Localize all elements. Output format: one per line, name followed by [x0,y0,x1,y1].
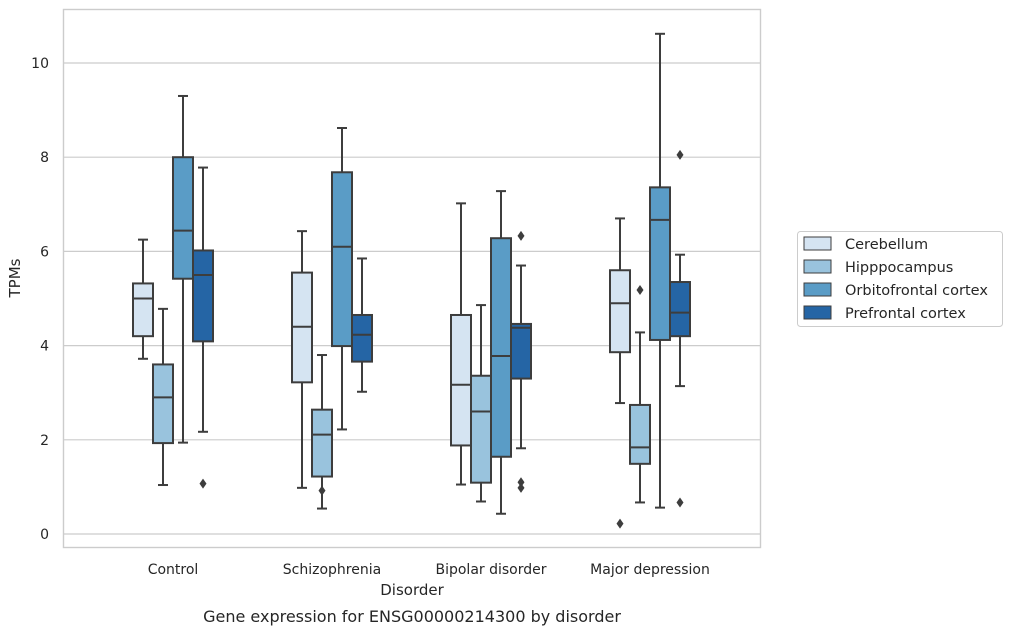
x-tick-label: Control [148,562,199,578]
box-2-3 [649,32,671,509]
box-2-0 [172,94,194,444]
box-0-2 [450,202,472,486]
outlier-point [517,477,525,488]
x-tick-label: Schizophrenia [283,562,381,578]
x-axis-label: Disorder [380,581,444,599]
box-iqr [470,374,492,484]
box-iqr [192,249,214,343]
box-0-0 [132,238,154,360]
x-tick-label: Major depression [590,562,710,578]
y-axis-label: TPMs [6,258,24,298]
legend-items: Cerebellum Hipppocampus Orbitofrontal cort… [803,236,988,322]
legend-label: Orbitofrontal cortex [845,283,988,299]
box-iqr [669,281,691,338]
y-tick-label: 2 [40,433,49,449]
box-3-0 [192,166,214,489]
box-1-1 [311,354,333,510]
legend-label: Hipppocampus [845,260,953,276]
x-tick-label: Bipolar disorder [435,562,546,578]
box-iqr [649,186,671,341]
legend-label: Prefrontal cortex [845,306,966,322]
outlier-point [616,518,624,529]
box-3-3 [669,149,691,508]
y-tick-labels: 0 2 4 6 8 10 [31,56,49,543]
box-iqr [629,403,651,465]
legend-swatch [803,259,832,274]
y-tick-label: 8 [40,150,49,166]
legend-swatch [803,305,832,320]
box-2-1 [331,126,353,431]
x-tick-labels: Control Schizophrenia Bipolar disorder Majo… [148,562,710,578]
legend-swatch [803,282,832,297]
y-tick-label: 10 [31,56,49,72]
chart-caption: Gene expression for ENSG00000214300 by d… [203,607,621,626]
legend: Cerebellum Hipppocampus Orbitofrontal cort… [797,231,1003,327]
outlier-point [517,230,525,241]
box-iqr [172,156,194,280]
box-0-1 [291,230,313,489]
box-3-2 [510,230,532,493]
box-3-1 [351,257,373,393]
box-iqr [609,269,631,354]
box-1-0 [152,307,174,487]
box-iqr [152,363,174,445]
box-iqr [311,408,333,478]
box-1-3 [629,285,651,504]
box-2-2 [490,190,512,515]
box-iqr [132,282,154,338]
outlier-point [676,497,684,508]
y-tick-label: 6 [40,244,49,260]
box-iqr [490,237,512,458]
box-iqr [450,313,472,447]
legend-label: Cerebellum [845,237,928,253]
outlier-point [517,482,525,493]
y-tick-label: 0 [40,527,49,543]
legend-frame [797,231,1003,327]
box-iqr [331,171,353,348]
outlier-point [318,485,326,496]
box-0-3 [609,217,631,529]
box-1-2 [470,304,492,503]
outlier-point [199,478,207,489]
y-tick-label: 4 [40,339,49,355]
legend-swatch [803,236,832,251]
outlier-point [636,285,644,296]
box-iqr [510,322,532,380]
plot-frame [62,8,762,549]
box-iqr [351,313,373,363]
boxes [132,32,691,529]
outlier-point [676,149,684,160]
